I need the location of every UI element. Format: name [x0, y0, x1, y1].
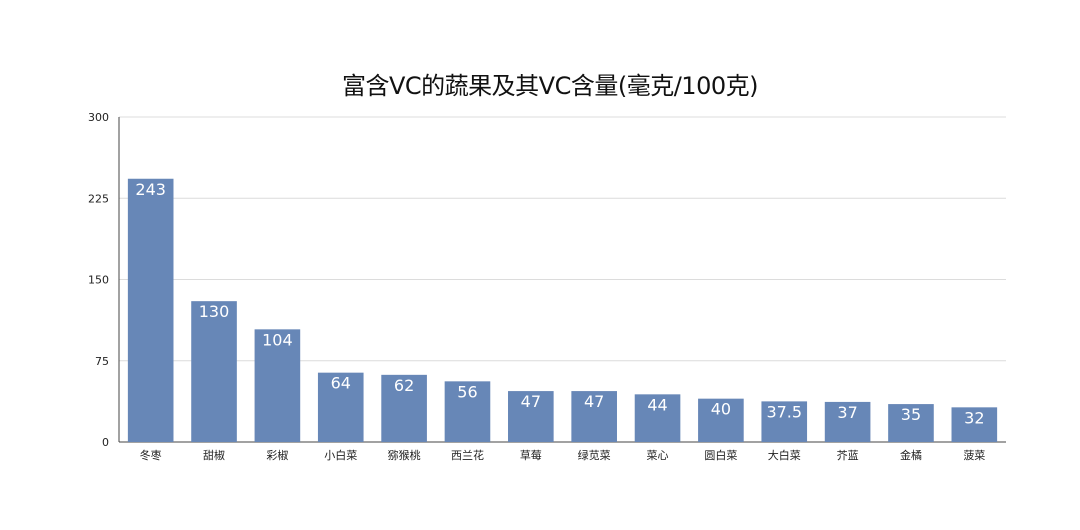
x-tick-label: 草莓	[520, 449, 542, 462]
bar-value-label: 62	[394, 376, 414, 395]
x-tick-label: 彩椒	[266, 448, 288, 462]
chart-title: 富含VC的蔬果及其VC含量(毫克/100克)	[342, 72, 758, 100]
bar-value-label: 47	[521, 392, 541, 411]
bar-value-label: 44	[647, 395, 667, 414]
bar-value-label: 56	[457, 382, 477, 401]
bar-value-label: 37.5	[766, 402, 802, 421]
bar	[761, 401, 808, 442]
x-tick-label: 菜心	[647, 449, 669, 462]
bar	[254, 329, 301, 442]
x-tick-label: 圆白菜	[704, 448, 737, 462]
bar	[381, 374, 427, 442]
bar	[508, 391, 554, 442]
y-tick-label: 225	[88, 192, 109, 205]
bar-value-label: 64	[331, 374, 351, 393]
bar	[824, 401, 871, 442]
x-tick-label: 西兰花	[451, 449, 484, 462]
bar	[634, 394, 681, 442]
x-tick-label: 小白菜	[324, 448, 357, 462]
bar-value-label: 243	[135, 180, 166, 199]
y-tick-label: 75	[95, 355, 109, 368]
bar	[127, 178, 174, 442]
x-tick-label: 猕猴桃	[388, 448, 421, 462]
bar-value-label: 130	[199, 302, 230, 321]
bar	[951, 407, 998, 442]
bar	[698, 398, 744, 442]
bar-value-label: 35	[901, 405, 921, 424]
x-tick-label: 菠菜	[963, 449, 985, 462]
bar-value-label: 40	[711, 400, 731, 419]
bar-value-label: 37	[837, 403, 857, 422]
bar-value-label: 47	[584, 392, 604, 411]
bar	[888, 404, 934, 442]
y-tick-label: 300	[88, 111, 109, 124]
x-tick-label: 芥蓝	[837, 449, 859, 462]
bar	[444, 381, 491, 442]
y-tick-label: 0	[102, 436, 109, 449]
bar	[191, 301, 237, 442]
x-tick-label: 大白菜	[768, 448, 801, 462]
bar-value-label: 32	[964, 408, 984, 427]
bar-value-label: 104	[262, 330, 293, 349]
x-tick-label: 甜椒	[203, 448, 225, 462]
bar	[317, 372, 364, 442]
x-tick-label: 绿苋菜	[578, 448, 611, 462]
bar	[571, 391, 617, 442]
x-tick-label: 冬枣	[140, 448, 162, 462]
x-tick-label: 金橘	[900, 448, 922, 462]
y-tick-label: 150	[88, 274, 109, 287]
